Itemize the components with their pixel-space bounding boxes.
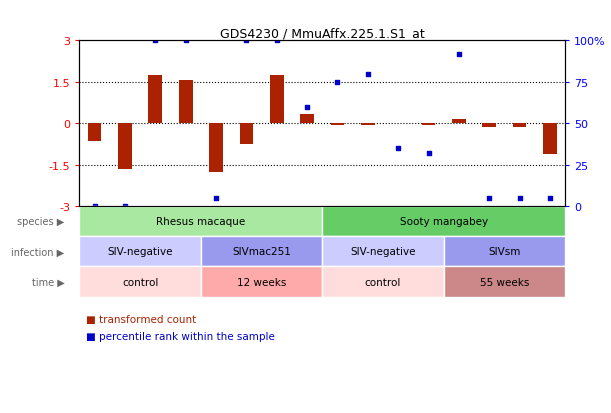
Bar: [148, 76, 162, 124]
Bar: [323, 267, 444, 297]
Text: ■ transformed count: ■ transformed count: [86, 315, 196, 325]
Bar: [361, 124, 375, 125]
Bar: [79, 206, 323, 237]
Text: SIV-negative: SIV-negative: [350, 247, 415, 257]
Bar: [422, 124, 436, 125]
Point: [181, 38, 191, 45]
Text: control: control: [122, 277, 158, 287]
Bar: [88, 124, 101, 142]
Point: [150, 38, 160, 45]
Bar: [201, 267, 323, 297]
Point: [363, 71, 373, 78]
Bar: [79, 267, 201, 297]
Text: SIVmac251: SIVmac251: [232, 247, 291, 257]
Bar: [201, 237, 323, 267]
Bar: [118, 124, 132, 169]
Point: [393, 145, 403, 152]
Text: SIVsm: SIVsm: [488, 247, 521, 257]
Bar: [209, 124, 223, 172]
Text: SIV-negative: SIV-negative: [108, 247, 173, 257]
Bar: [79, 237, 201, 267]
Point: [545, 195, 555, 202]
Point: [272, 38, 282, 45]
Bar: [513, 124, 527, 128]
Point: [241, 38, 251, 45]
Text: species ▶: species ▶: [17, 216, 64, 227]
Bar: [323, 206, 565, 237]
Bar: [240, 124, 253, 145]
Point: [120, 203, 130, 210]
Point: [485, 195, 494, 202]
Point: [332, 79, 342, 86]
Bar: [444, 267, 565, 297]
Point: [423, 150, 433, 157]
Bar: [543, 124, 557, 154]
Text: ■ percentile rank within the sample: ■ percentile rank within the sample: [86, 331, 274, 341]
Point: [302, 104, 312, 111]
Text: time ▶: time ▶: [32, 277, 64, 287]
Text: 12 weeks: 12 weeks: [237, 277, 287, 287]
Text: control: control: [365, 277, 401, 287]
Point: [454, 51, 464, 58]
Bar: [331, 124, 345, 125]
Bar: [452, 120, 466, 124]
Text: Sooty mangabey: Sooty mangabey: [400, 216, 488, 227]
Bar: [444, 237, 565, 267]
Text: 55 weeks: 55 weeks: [480, 277, 529, 287]
Title: GDS4230 / MmuAffx.225.1.S1_at: GDS4230 / MmuAffx.225.1.S1_at: [220, 27, 425, 40]
Bar: [270, 76, 284, 124]
Text: Rhesus macaque: Rhesus macaque: [156, 216, 246, 227]
Point: [211, 195, 221, 202]
Bar: [323, 237, 444, 267]
Point: [90, 203, 100, 210]
Text: infection ▶: infection ▶: [11, 247, 64, 257]
Bar: [483, 124, 496, 128]
Bar: [300, 114, 314, 124]
Point: [514, 195, 524, 202]
Bar: [179, 81, 192, 124]
